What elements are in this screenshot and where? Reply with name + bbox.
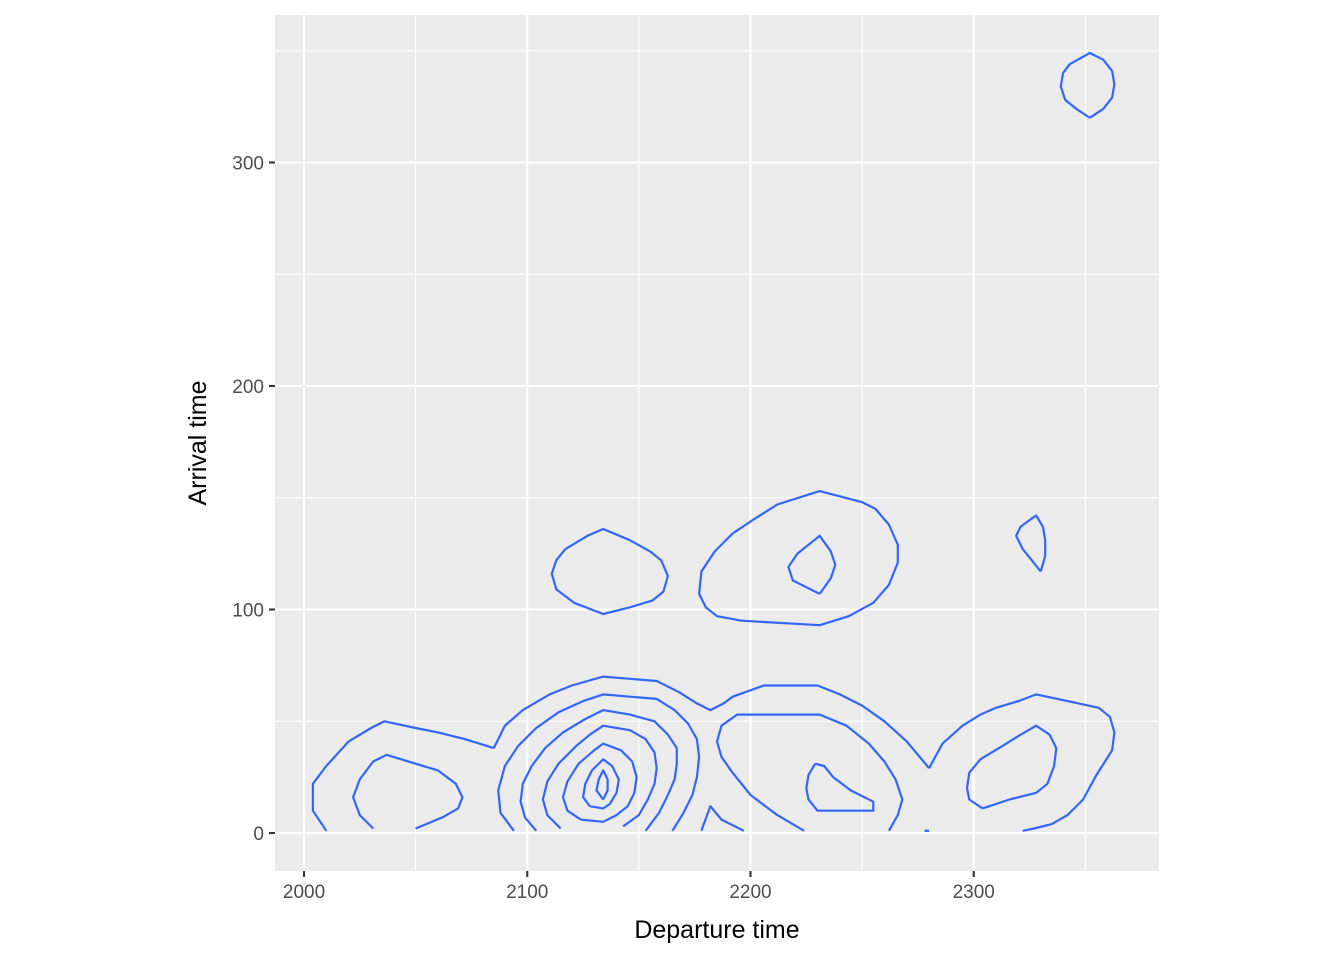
contour-line-level-5 bbox=[561, 742, 638, 823]
y-axis-title: Arrival time bbox=[184, 380, 212, 505]
contour-line-level-1 bbox=[928, 693, 1116, 832]
contour-line-level-1 bbox=[352, 753, 464, 830]
contour-line-level-2 bbox=[787, 534, 837, 595]
minor-gridlines bbox=[275, 15, 1159, 871]
x-axis-ticks: 2000 2100 2200 2300 bbox=[283, 871, 995, 903]
contour-line-level-6 bbox=[582, 758, 620, 810]
x-tick-label: 2200 bbox=[729, 882, 771, 903]
contour-line-level-2 bbox=[965, 724, 1058, 810]
contour-line-level-7 bbox=[595, 769, 609, 801]
contour-line-level-1 bbox=[715, 713, 904, 832]
x-axis-title: Departure time bbox=[634, 916, 799, 944]
contour-line-level-4 bbox=[541, 724, 658, 830]
contour-line-level-2 bbox=[497, 693, 701, 832]
contour-line-level-1 bbox=[698, 490, 899, 627]
major-gridlines bbox=[275, 15, 1159, 871]
contour-line-level-1 bbox=[550, 527, 669, 616]
x-tick-label: 2300 bbox=[953, 882, 995, 903]
x-tick-label: 2000 bbox=[283, 882, 325, 903]
contour-line-level-2 bbox=[805, 762, 875, 812]
x-tick-label: 2100 bbox=[506, 882, 548, 903]
contour-line-level-1 bbox=[311, 720, 495, 832]
y-tick-label: 0 bbox=[253, 824, 264, 845]
contour-line-level-1 bbox=[492, 675, 930, 769]
y-tick-label: 300 bbox=[232, 154, 264, 175]
contour-line-level-3 bbox=[519, 709, 678, 832]
density-contours bbox=[311, 51, 1116, 832]
y-tick-label: 100 bbox=[232, 601, 264, 622]
y-tick-label: 200 bbox=[232, 377, 264, 398]
y-axis-ticks: 0 100 200 300 bbox=[232, 154, 275, 845]
contour-line-level-1 bbox=[1059, 51, 1116, 119]
contour-line-level-1 bbox=[700, 805, 745, 832]
contour-line-level-1 bbox=[1015, 514, 1047, 573]
